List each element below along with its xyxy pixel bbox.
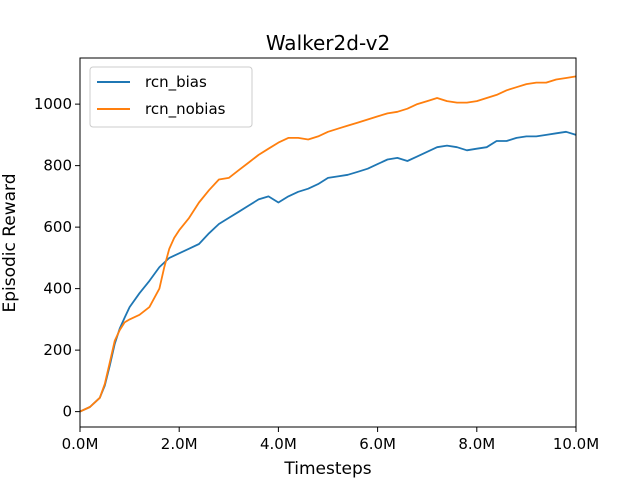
series-line-rcn_bias <box>79 130 577 413</box>
chart-title: Walker2d-v2 <box>266 31 390 55</box>
series-lines <box>79 75 577 413</box>
x-tick-label: 2.0M <box>161 435 198 453</box>
x-tick-label: 8.0M <box>458 435 495 453</box>
x-axis: 0.0M 2.0M 4.0M 6.0M 8.0M 10.0M <box>62 427 599 453</box>
series-line-rcn_nobias <box>79 75 577 413</box>
y-tick-label: 0 <box>62 403 72 421</box>
legend-box <box>89 66 253 128</box>
x-tick-label: 0.0M <box>62 435 99 453</box>
y-tick-label: 1000 <box>34 95 72 113</box>
x-tick-label: 6.0M <box>359 435 396 453</box>
y-axis-label: Episodic Reward <box>0 173 20 312</box>
legend-label-rcn_bias: rcn_bias <box>145 73 207 92</box>
x-tick-label: 10.0M <box>553 435 599 453</box>
y-axis: 0 200 400 600 800 1000 <box>34 95 80 421</box>
x-axis-label: Timesteps <box>283 459 371 479</box>
x-tick-label: 4.0M <box>260 435 297 453</box>
legend: rcn_bias rcn_nobias <box>89 66 253 128</box>
y-tick-label: 200 <box>43 341 72 359</box>
y-tick-label: 800 <box>43 157 72 175</box>
plot-area <box>79 57 577 428</box>
legend-label-rcn_nobias: rcn_nobias <box>145 100 226 119</box>
y-tick-label: 600 <box>43 218 72 236</box>
y-tick-label: 400 <box>43 280 72 298</box>
axes-frame <box>79 57 577 428</box>
